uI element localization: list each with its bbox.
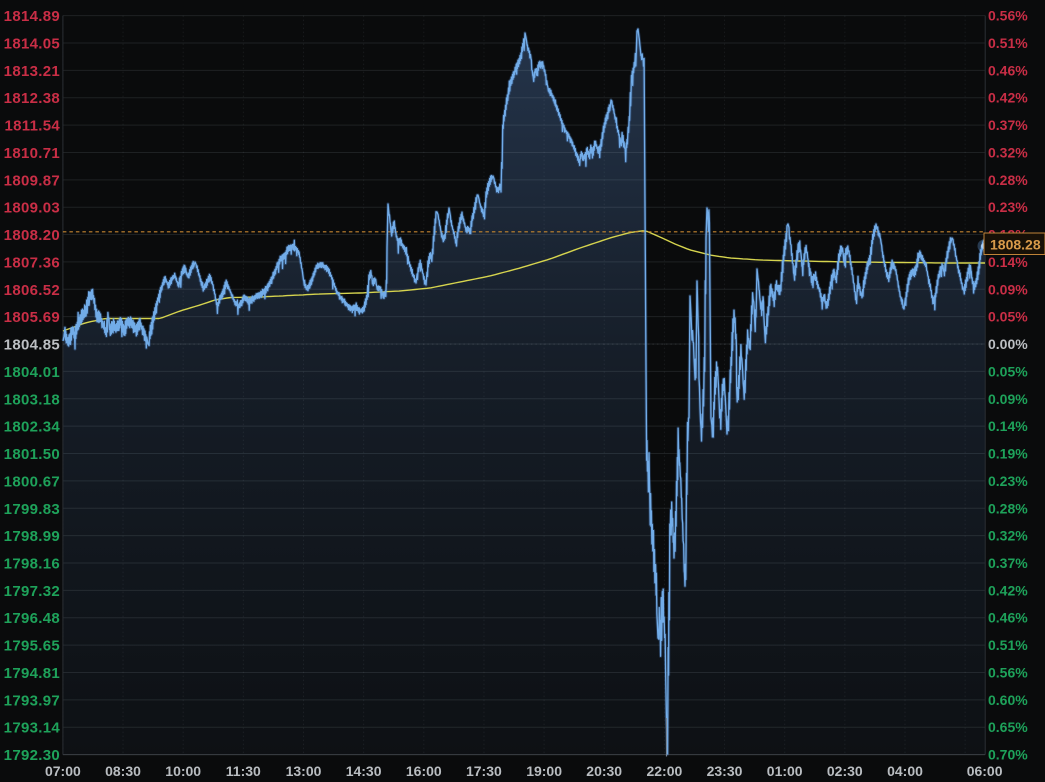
svg-text:0.32%: 0.32% — [988, 528, 1028, 544]
svg-text:0.46%: 0.46% — [988, 610, 1028, 626]
svg-text:1802.34: 1802.34 — [4, 419, 61, 436]
svg-text:1795.65: 1795.65 — [4, 638, 60, 655]
svg-text:1794.81: 1794.81 — [4, 665, 60, 682]
svg-text:10:00: 10:00 — [165, 763, 201, 779]
svg-text:0.65%: 0.65% — [988, 719, 1028, 735]
svg-text:0.09%: 0.09% — [988, 391, 1028, 407]
svg-text:16:00: 16:00 — [406, 763, 442, 779]
svg-text:0.37%: 0.37% — [988, 117, 1028, 133]
svg-text:0.42%: 0.42% — [988, 582, 1028, 598]
svg-text:1799.83: 1799.83 — [4, 501, 60, 518]
svg-text:01:00: 01:00 — [767, 763, 803, 779]
svg-text:0.14%: 0.14% — [988, 418, 1028, 434]
svg-text:0.56%: 0.56% — [988, 665, 1028, 681]
svg-text:1812.38: 1812.38 — [4, 90, 60, 107]
svg-text:1801.50: 1801.50 — [4, 446, 60, 463]
svg-text:08:30: 08:30 — [105, 763, 141, 779]
svg-text:1793.14: 1793.14 — [4, 720, 61, 737]
svg-text:1798.16: 1798.16 — [4, 556, 60, 573]
svg-text:0.23%: 0.23% — [988, 473, 1028, 489]
svg-text:0.23%: 0.23% — [988, 199, 1028, 215]
svg-text:19:00: 19:00 — [526, 763, 562, 779]
svg-text:1810.71: 1810.71 — [4, 145, 60, 162]
svg-text:0.46%: 0.46% — [988, 62, 1028, 78]
svg-text:0.19%: 0.19% — [988, 446, 1028, 462]
svg-text:06:00: 06:00 — [967, 763, 1003, 779]
svg-text:13:00: 13:00 — [286, 763, 322, 779]
svg-text:1797.32: 1797.32 — [4, 583, 60, 600]
svg-text:1800.67: 1800.67 — [4, 473, 60, 490]
svg-text:1804.01: 1804.01 — [4, 364, 60, 381]
svg-text:02:30: 02:30 — [827, 763, 863, 779]
svg-text:04:00: 04:00 — [887, 763, 923, 779]
svg-text:0.28%: 0.28% — [988, 500, 1028, 516]
svg-text:1803.18: 1803.18 — [4, 391, 60, 408]
svg-text:0.14%: 0.14% — [988, 254, 1028, 270]
svg-text:1792.30: 1792.30 — [4, 747, 60, 764]
svg-text:20:30: 20:30 — [586, 763, 622, 779]
svg-text:1808.20: 1808.20 — [4, 227, 60, 244]
svg-text:1811.54: 1811.54 — [5, 118, 61, 135]
svg-text:0.09%: 0.09% — [988, 281, 1028, 297]
svg-text:11:30: 11:30 — [226, 763, 261, 779]
svg-text:1793.97: 1793.97 — [4, 692, 60, 709]
svg-text:0.32%: 0.32% — [988, 145, 1028, 161]
svg-text:0.28%: 0.28% — [988, 172, 1028, 188]
svg-text:0.05%: 0.05% — [988, 363, 1028, 379]
svg-text:1804.85: 1804.85 — [4, 337, 60, 354]
svg-text:0.51%: 0.51% — [988, 637, 1028, 653]
svg-text:1796.48: 1796.48 — [4, 610, 60, 627]
svg-text:23:30: 23:30 — [707, 763, 743, 779]
svg-text:1814.05: 1814.05 — [4, 36, 60, 53]
svg-text:1805.69: 1805.69 — [4, 309, 60, 326]
svg-text:14:30: 14:30 — [346, 763, 382, 779]
svg-text:0.05%: 0.05% — [988, 309, 1028, 325]
svg-text:1814.89: 1814.89 — [4, 8, 60, 25]
svg-text:1807.36: 1807.36 — [4, 254, 60, 271]
svg-text:0.42%: 0.42% — [988, 90, 1028, 106]
svg-text:17:30: 17:30 — [466, 763, 502, 779]
svg-text:0.60%: 0.60% — [988, 692, 1028, 708]
svg-text:1806.52: 1806.52 — [4, 282, 60, 299]
svg-text:0.56%: 0.56% — [988, 8, 1028, 24]
svg-text:1798.99: 1798.99 — [4, 528, 60, 545]
svg-text:1808.28: 1808.28 — [990, 237, 1041, 253]
svg-text:1813.21: 1813.21 — [4, 63, 60, 80]
svg-text:1809.87: 1809.87 — [4, 172, 60, 189]
svg-text:0.37%: 0.37% — [988, 555, 1028, 571]
svg-text:1809.03: 1809.03 — [4, 200, 60, 217]
svg-text:22:00: 22:00 — [646, 763, 682, 779]
svg-text:0.70%: 0.70% — [988, 747, 1028, 763]
svg-text:0.00%: 0.00% — [988, 336, 1028, 352]
svg-text:07:00: 07:00 — [45, 763, 81, 779]
svg-text:0.51%: 0.51% — [988, 35, 1028, 51]
